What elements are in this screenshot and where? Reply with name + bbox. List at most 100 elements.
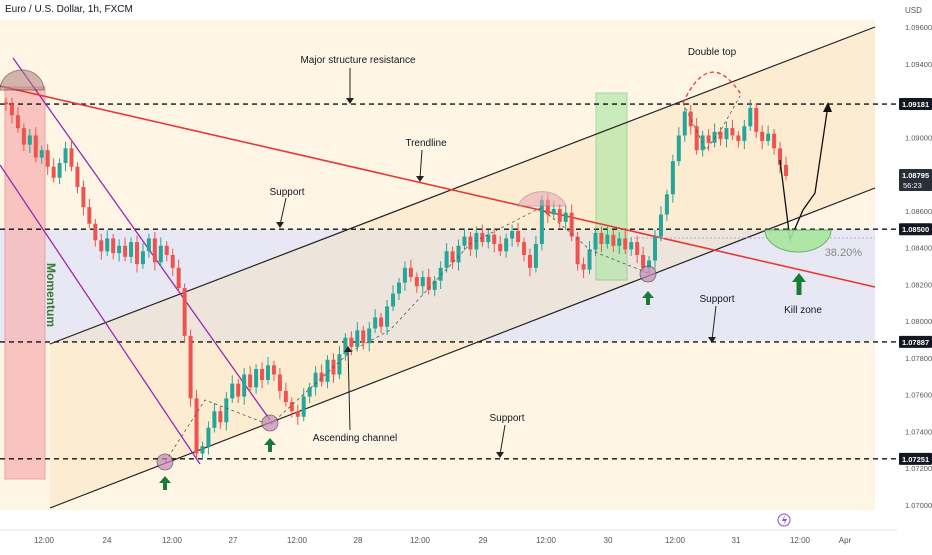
candle-body [45, 150, 50, 167]
candle-body [4, 102, 8, 105]
candle-body [545, 199, 550, 215]
candle-body [33, 135, 38, 158]
candle-body [784, 164, 788, 176]
price-label-box [899, 98, 932, 111]
candle-body [349, 337, 354, 347]
chart-title: Euro / U.S. Dollar, 1h, FXCM [5, 4, 133, 15]
candle-body [93, 223, 98, 241]
candle-body [724, 128, 729, 140]
candle-body [575, 236, 580, 265]
candle-body [212, 411, 217, 428]
candle-body [164, 245, 169, 255]
candle-body [57, 163, 62, 178]
up-arrow-icon-1 [159, 476, 171, 490]
candle-body [599, 232, 604, 244]
candle-body [414, 277, 419, 287]
y-tick-label: 1.07400 [905, 427, 932, 436]
candle-body [492, 234, 497, 244]
low-marker-1 [156, 453, 174, 471]
trendline-pointer [419, 149, 423, 179]
support-lower-pointer-head [496, 452, 504, 458]
candle-body [21, 128, 26, 145]
x-tick-label: 12:00 [287, 536, 308, 545]
candle-body [474, 232, 479, 250]
annotation-support-lower: Support [489, 413, 524, 424]
candle-body [75, 166, 80, 187]
candle-body [295, 411, 300, 417]
candle-body [766, 133, 771, 141]
kill-zone-shape [764, 229, 832, 253]
channel-upper-line [49, 26, 876, 345]
annotation-momentum: Momentum [44, 263, 58, 327]
candle-body [462, 236, 467, 246]
candle-body [408, 267, 413, 278]
candle-body [111, 238, 116, 254]
trendline [0, 85, 876, 288]
up-arrow-icon-4 [792, 273, 806, 295]
candle-body [27, 135, 32, 145]
candle-body [557, 209, 562, 222]
candle-body [271, 365, 276, 375]
momentum-box [4, 86, 46, 480]
candle-body [623, 238, 628, 250]
x-tick-label: 28 [354, 536, 363, 545]
candle-body [170, 254, 175, 268]
candle-body [224, 398, 229, 423]
time-axis [0, 530, 897, 550]
candle-body [188, 335, 193, 399]
scenario-arrowhead [823, 102, 832, 112]
candle-body [134, 242, 139, 265]
x-tick-label: 12:00 [34, 536, 55, 545]
down-channel-lower [0, 164, 201, 465]
candle-body [748, 107, 753, 127]
price-label-countdown: 56:23 [903, 181, 922, 190]
candle-body [81, 186, 86, 208]
candle-body [402, 267, 407, 283]
candle-body [15, 115, 20, 129]
candle-body [99, 240, 104, 252]
candle-body [641, 254, 646, 268]
up-arrow-icon-3 [642, 291, 654, 305]
candle-body [319, 372, 324, 382]
annotation-support-right: Support [699, 294, 734, 305]
candle-body [200, 446, 205, 454]
low-marker-3 [639, 265, 657, 283]
candle-body [367, 328, 372, 344]
trendline-pointer-head [416, 176, 424, 182]
annotation-trendline: Trendline [405, 138, 447, 149]
lower-zone [0, 341, 875, 510]
candle-body [635, 242, 640, 255]
double-top-arc [682, 71, 743, 104]
candle-body [742, 126, 747, 141]
candle-body [653, 236, 658, 261]
candle-body [176, 267, 181, 289]
candle-body [533, 243, 538, 268]
price-label-text: 1.08795 [902, 171, 929, 180]
price-label-text: 1.07887 [902, 338, 929, 347]
annotation-ascending-channel: Ascending channel [313, 433, 398, 444]
x-tick-label: 27 [229, 536, 238, 545]
candle-body [289, 402, 294, 412]
candle-body [450, 251, 455, 263]
price-label-box [899, 223, 932, 236]
y-tick-label: 1.08400 [905, 244, 932, 253]
candle-body [778, 148, 783, 165]
support-upper-pointer [279, 197, 287, 226]
range-zone [0, 229, 875, 341]
y-tick-label: 1.07200 [905, 464, 932, 473]
x-tick-label: 12:00 [410, 536, 431, 545]
y-tick-label: 1.07800 [905, 354, 932, 363]
candle-body [551, 209, 556, 215]
candle-body [712, 131, 717, 143]
price-label-text: 1.07251 [902, 455, 929, 464]
candle-body [194, 398, 199, 454]
candle-body [688, 111, 693, 127]
annotation-kill-zone: Kill zone [784, 305, 822, 316]
candle-body [254, 368, 259, 388]
price-label-box [899, 168, 932, 191]
y-tick-label: 1.08000 [905, 317, 932, 326]
candle-body [486, 234, 491, 243]
candle-body [260, 368, 265, 380]
